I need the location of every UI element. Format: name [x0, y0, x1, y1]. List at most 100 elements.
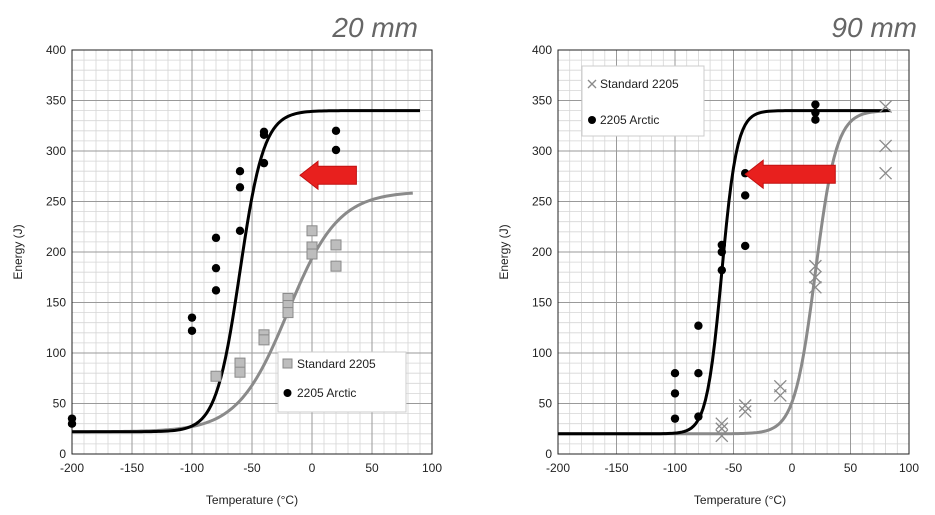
shift-arrow — [744, 159, 836, 190]
data-point-2205-arctic — [741, 241, 750, 251]
data-points — [670, 100, 893, 443]
data-point-standard-2205 — [330, 260, 342, 272]
data-point-2205-arctic — [187, 326, 197, 335]
legend: Standard 2205 2205 Arctic — [581, 65, 705, 137]
data-point-standard-2205 — [715, 422, 729, 436]
data-point-standard-2205 — [210, 370, 222, 382]
data-point-standard-2205 — [879, 139, 893, 153]
x-tick-label: -50 — [243, 461, 261, 475]
y-tick-label: 150 — [532, 296, 552, 310]
legend-label-standard-2205: Standard 2205 — [297, 357, 376, 371]
x-tick-label: 100 — [422, 461, 442, 475]
data-point-2205-arctic — [211, 263, 221, 273]
data-point-2205-arctic — [717, 240, 726, 250]
x-tick-label: -50 — [725, 461, 743, 475]
plot-border — [71, 49, 433, 455]
legend-marker-2205-arctic — [588, 116, 596, 124]
data-point-2205-arctic — [670, 369, 680, 378]
y-axis-label: Energy (J) — [497, 224, 511, 279]
data-point-standard-2205 — [808, 270, 822, 284]
shift-arrow-shape — [299, 160, 357, 191]
y-tick-label: 50 — [53, 397, 67, 411]
x-tick-labels: -200 -150 -100 -50 0 50 100 — [546, 461, 919, 475]
data-point-standard-2205 — [773, 388, 787, 402]
y-tick-label: 350 — [46, 94, 66, 108]
data-point-2205-arctic — [187, 313, 197, 322]
y-tick-label: 250 — [46, 195, 66, 209]
y-tick-label: 0 — [545, 447, 552, 461]
x-tick-label: -200 — [60, 461, 84, 475]
chart-title: 20 mm — [331, 12, 418, 43]
x-axis-label: Temperature (°C) — [206, 493, 298, 507]
legend-label-2205-arctic: 2205 Arctic — [297, 386, 356, 400]
data-point-standard-2205 — [808, 280, 822, 294]
data-point-standard-2205 — [879, 166, 893, 180]
data-point-standard-2205 — [234, 366, 246, 378]
data-point-2205-arctic — [259, 130, 269, 140]
data-point-2205-arctic — [670, 389, 680, 398]
data-point-2205-arctic — [741, 191, 750, 200]
data-point-standard-2205 — [330, 239, 342, 251]
y-tick-label: 200 — [532, 245, 552, 259]
legend-marker-standard-2205 — [282, 358, 293, 369]
x-tick-label: -100 — [180, 461, 204, 475]
data-point-2205-arctic — [811, 100, 820, 109]
data-point-standard-2205 — [808, 259, 822, 273]
plot-border — [557, 49, 910, 455]
data-point-2205-arctic — [670, 414, 680, 423]
y-tick-label: 100 — [46, 346, 66, 360]
chart-panel-20mm: 0 50 100 150 200 250 300 350 400 -200 -150 -100 -50… — [11, 12, 442, 507]
data-point-standard-2205 — [715, 417, 729, 431]
data-point-standard-2205 — [738, 405, 752, 419]
data-point-2205-arctic — [717, 247, 726, 257]
data-point-standard-2205 — [306, 225, 318, 237]
legend-box — [277, 351, 407, 413]
y-tick-label: 300 — [532, 144, 552, 158]
data-point-2205-arctic — [717, 265, 726, 275]
data-point-2205-arctic — [235, 183, 245, 192]
x-tick-label: -100 — [663, 461, 687, 475]
y-tick-label: 150 — [46, 296, 66, 310]
data-point-2205-arctic — [211, 286, 221, 295]
legend: Standard 2205 2205 Arctic — [277, 351, 407, 413]
chart-title: 90 mm — [831, 12, 917, 43]
fit-curves — [72, 109, 420, 434]
data-point-2205-arctic — [331, 126, 341, 135]
x-tick-label: 50 — [365, 461, 379, 475]
data-point-2205-arctic — [259, 158, 269, 168]
x-tick-label: -200 — [546, 461, 570, 475]
data-point-2205-arctic — [694, 321, 703, 330]
data-point-2205-arctic — [235, 167, 245, 176]
y-tick-labels: 0 50 100 150 200 250 300 350 400 — [46, 43, 66, 461]
data-point-2205-arctic — [694, 369, 703, 378]
data-point-2205-arctic — [331, 145, 341, 155]
data-point-standard-2205 — [282, 307, 294, 319]
data-point-2205-arctic — [211, 233, 221, 243]
data-point-standard-2205 — [234, 357, 246, 369]
data-point-standard-2205 — [738, 399, 752, 412]
chart-panel-90mm: 0 50 100 150 200 250 300 350 400 -200 -150 -100 -50… — [497, 12, 919, 507]
legend-marker-standard-2205 — [587, 79, 597, 89]
data-point-standard-2205 — [715, 429, 729, 443]
y-tick-label: 350 — [532, 94, 552, 108]
legend-label-2205-arctic: 2205 Arctic — [600, 113, 659, 127]
x-tick-labels: -200 -150 -100 -50 0 50 100 — [60, 461, 442, 475]
y-tick-label: 400 — [46, 43, 66, 57]
x-tick-label: 0 — [309, 461, 316, 475]
data-point-standard-2205 — [879, 100, 893, 114]
x-tick-label: 100 — [899, 461, 919, 475]
data-point-standard-2205 — [773, 379, 787, 393]
y-tick-label: 300 — [46, 144, 66, 158]
x-tick-label: 50 — [844, 461, 858, 475]
legend-box — [581, 65, 705, 137]
y-tick-labels: 0 50 100 150 200 250 300 350 400 — [532, 43, 552, 461]
legend-marker-2205-arctic — [283, 389, 292, 397]
y-tick-label: 50 — [539, 397, 553, 411]
data-point-2205-arctic — [811, 115, 820, 124]
data-point-2205-arctic — [67, 419, 77, 428]
data-point-2205-arctic — [235, 226, 245, 235]
data-point-standard-2205 — [258, 334, 270, 346]
data-point-2205-arctic — [694, 412, 703, 421]
x-tick-label: -150 — [120, 461, 144, 475]
data-point-standard-2205 — [306, 248, 318, 260]
